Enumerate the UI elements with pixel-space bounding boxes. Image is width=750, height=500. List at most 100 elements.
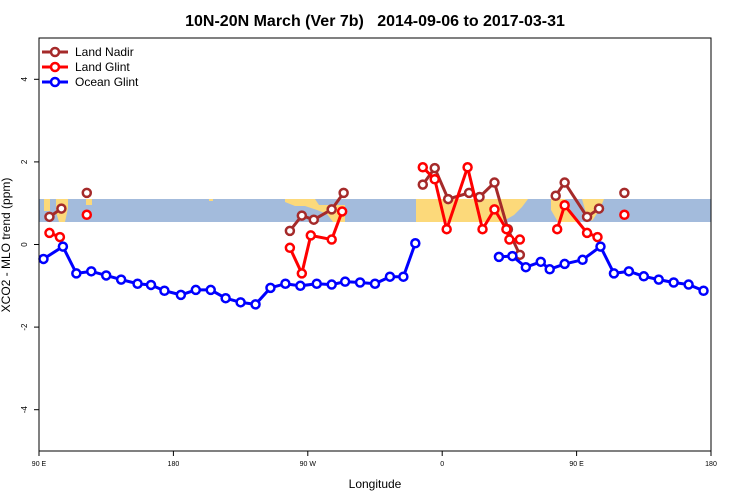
data-point xyxy=(220,292,231,304)
data-point xyxy=(595,241,606,252)
series-line xyxy=(42,242,705,306)
data-point xyxy=(489,204,500,215)
data-point xyxy=(477,223,488,235)
chart-title: 10N-20N March (Ver 7b) 2014-09-06 to 201… xyxy=(185,13,565,30)
data-point xyxy=(429,173,440,185)
legend-marker xyxy=(49,76,61,88)
data-point xyxy=(336,206,348,217)
data-point xyxy=(86,266,97,277)
data-point xyxy=(132,278,143,289)
y-tick-label: -2 xyxy=(20,323,29,331)
data-point xyxy=(398,271,409,282)
data-point xyxy=(115,274,127,285)
data-point xyxy=(593,203,605,214)
data-point xyxy=(410,238,421,249)
data-point xyxy=(698,285,709,297)
data-point xyxy=(507,250,518,262)
data-point xyxy=(441,223,452,235)
data-point xyxy=(623,266,635,277)
data-point xyxy=(668,277,679,288)
legend-label: Ocean Glint xyxy=(75,75,139,89)
x-tick-label: 0 xyxy=(440,461,444,468)
data-point xyxy=(338,187,349,199)
data-point xyxy=(559,177,570,188)
data-point xyxy=(295,280,306,292)
data-point xyxy=(250,299,261,310)
plot-frame xyxy=(38,37,712,452)
y-axis-label: XCO2 - MLO trend (ppm) xyxy=(0,178,13,313)
data-point xyxy=(551,223,563,235)
legend-marker xyxy=(49,61,61,73)
data-point xyxy=(544,264,555,275)
data-point xyxy=(284,242,296,254)
data-point xyxy=(44,211,55,223)
data-point xyxy=(57,241,69,252)
data-point xyxy=(608,268,620,279)
y-tick-label: -4 xyxy=(20,406,29,414)
data-point xyxy=(71,268,82,279)
data-point xyxy=(429,162,440,174)
data-point xyxy=(514,234,526,245)
data-point xyxy=(311,278,323,289)
data-point xyxy=(535,256,547,268)
data-point xyxy=(683,279,694,290)
legend-marker xyxy=(49,46,61,58)
data-point xyxy=(559,258,570,270)
data-point xyxy=(653,274,664,285)
data-point xyxy=(501,223,512,235)
data-point xyxy=(56,203,67,214)
data-point xyxy=(326,204,337,215)
data-point xyxy=(619,209,630,221)
data-point xyxy=(474,191,485,203)
data-point xyxy=(581,211,593,223)
data-point xyxy=(54,231,66,243)
data-point xyxy=(442,193,454,205)
y-tick-label: 2 xyxy=(20,159,29,164)
land xyxy=(44,199,92,222)
data-point xyxy=(44,227,55,239)
data-point xyxy=(417,162,429,173)
data-point xyxy=(592,231,603,243)
ocean-band xyxy=(39,199,711,222)
data-point xyxy=(100,270,112,281)
x-tick-label: 180 xyxy=(168,461,180,468)
data-point xyxy=(550,190,561,202)
data-point xyxy=(159,285,170,297)
data-point xyxy=(369,278,381,289)
data-point xyxy=(339,276,351,287)
x-tick-label: 90 E xyxy=(32,461,47,468)
y-tick-label: 4 xyxy=(20,77,29,82)
data-point xyxy=(354,277,366,288)
data-point xyxy=(81,209,93,221)
y-tick-label: 0 xyxy=(20,242,29,247)
land xyxy=(285,199,345,222)
data-point xyxy=(619,187,630,199)
data-point xyxy=(305,230,317,241)
data-point xyxy=(175,289,187,301)
data-point xyxy=(308,214,320,225)
map-background xyxy=(39,199,711,222)
data-point xyxy=(520,261,532,273)
x-tick-label: 90 E xyxy=(569,461,584,468)
plot-area xyxy=(38,162,709,310)
data-point xyxy=(296,210,308,221)
data-point xyxy=(489,177,500,188)
data-point xyxy=(284,225,296,237)
data-point xyxy=(493,251,505,263)
data-point xyxy=(504,234,515,245)
data-point xyxy=(190,284,202,296)
data-point xyxy=(577,254,588,266)
x-tick-label: 90 W xyxy=(300,461,317,468)
data-point xyxy=(145,279,157,291)
data-point xyxy=(205,284,216,296)
data-point xyxy=(417,179,429,190)
legend-label: Land Nadir xyxy=(75,45,134,59)
data-point xyxy=(280,278,291,289)
data-point xyxy=(384,271,396,282)
data-point xyxy=(559,200,570,211)
data-point xyxy=(265,282,276,294)
data-point xyxy=(638,271,650,282)
data-point xyxy=(326,234,337,245)
data-point xyxy=(81,187,93,199)
